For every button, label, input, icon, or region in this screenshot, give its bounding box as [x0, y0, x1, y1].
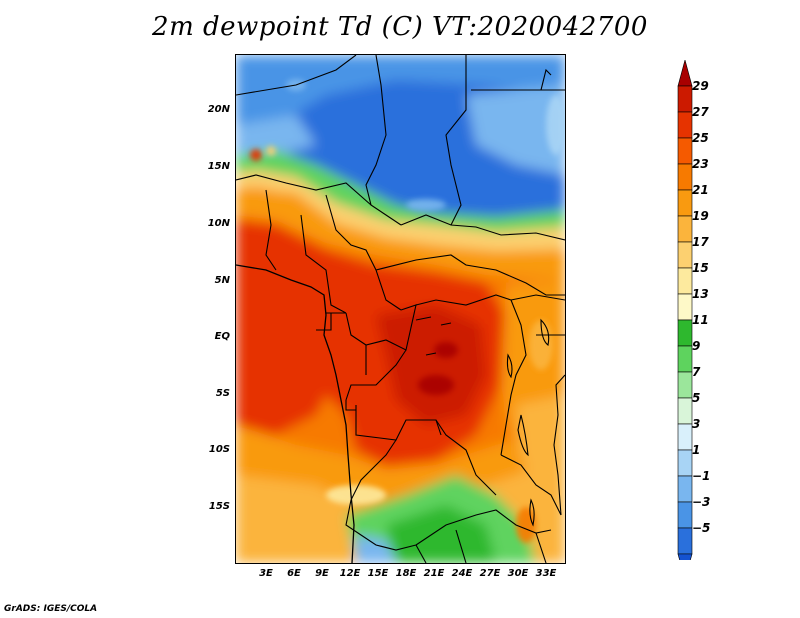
lakes — [415, 68, 552, 527]
legend-swatch — [677, 215, 693, 243]
lon-label: 6E — [287, 568, 301, 579]
legend-label: 7 — [692, 365, 701, 379]
coastline — [236, 264, 355, 563]
legend-swatch — [677, 449, 693, 477]
legend-label: −3 — [692, 495, 711, 509]
legend-label: −5 — [692, 521, 711, 535]
legend-label: 15 — [692, 261, 709, 275]
legend-swatch — [677, 319, 693, 347]
legend-label: 23 — [692, 157, 709, 171]
legend-label: 9 — [692, 339, 701, 353]
lat-label: 15S — [208, 501, 230, 512]
field-details — [250, 79, 565, 543]
lat-label: 5S — [215, 388, 230, 399]
legend-swatch — [677, 475, 693, 503]
legend-swatch — [677, 345, 693, 373]
legend-swatch — [677, 111, 693, 139]
legend-label: 13 — [692, 287, 709, 301]
lat-label: 15N — [207, 161, 230, 172]
lon-label: 27E — [479, 568, 501, 579]
lat-label: EQ — [214, 331, 230, 342]
color-legend — [677, 60, 693, 560]
legend-label: −1 — [692, 469, 711, 483]
grads-credit: GrADS: IGES/COLA — [4, 604, 98, 614]
lon-label: 21E — [423, 568, 445, 579]
legend-swatch — [677, 293, 693, 321]
legend-swatch — [677, 501, 693, 529]
lon-label: 33E — [535, 568, 557, 579]
lat-label: 10N — [207, 218, 230, 229]
legend-label: 3 — [692, 417, 701, 431]
chart-title: 2m dewpoint Td (C) VT:2020042700 — [152, 12, 648, 42]
legend-swatch — [677, 85, 693, 113]
legend-swatch — [677, 163, 693, 191]
lon-label: 3E — [259, 568, 273, 579]
legend-swatch — [677, 267, 693, 295]
lon-label: 30E — [507, 568, 529, 579]
legend-swatch — [677, 527, 693, 555]
lon-label: 15E — [367, 568, 389, 579]
legend-label: 11 — [692, 313, 709, 327]
legend-swatch — [677, 60, 693, 87]
legend-swatch — [677, 397, 693, 425]
legend-swatch — [677, 137, 693, 165]
legend-label: 25 — [692, 131, 709, 145]
legend-label: 5 — [692, 391, 701, 405]
legend-label: 21 — [692, 183, 709, 197]
legend-swatch — [677, 241, 693, 269]
legend-label: 19 — [692, 209, 709, 223]
dewpoint-field — [236, 55, 565, 563]
lat-label: 5N — [214, 275, 230, 286]
legend-label: 17 — [692, 235, 709, 249]
lon-label: 18E — [395, 568, 417, 579]
lon-label: 9E — [315, 568, 329, 579]
dewpoint-map — [235, 54, 566, 564]
legend-swatch — [677, 553, 693, 560]
lon-label: 12E — [339, 568, 361, 579]
legend-swatch — [677, 189, 693, 217]
legend-swatch — [677, 371, 693, 399]
legend-label: 1 — [692, 443, 701, 457]
lon-label: 24E — [451, 568, 473, 579]
legend-label: 29 — [692, 79, 709, 93]
legend-label: 27 — [692, 105, 709, 119]
lat-label: 20N — [207, 104, 230, 115]
lat-label: 10S — [208, 444, 230, 455]
legend-swatch — [677, 423, 693, 451]
country-borders — [236, 55, 565, 563]
